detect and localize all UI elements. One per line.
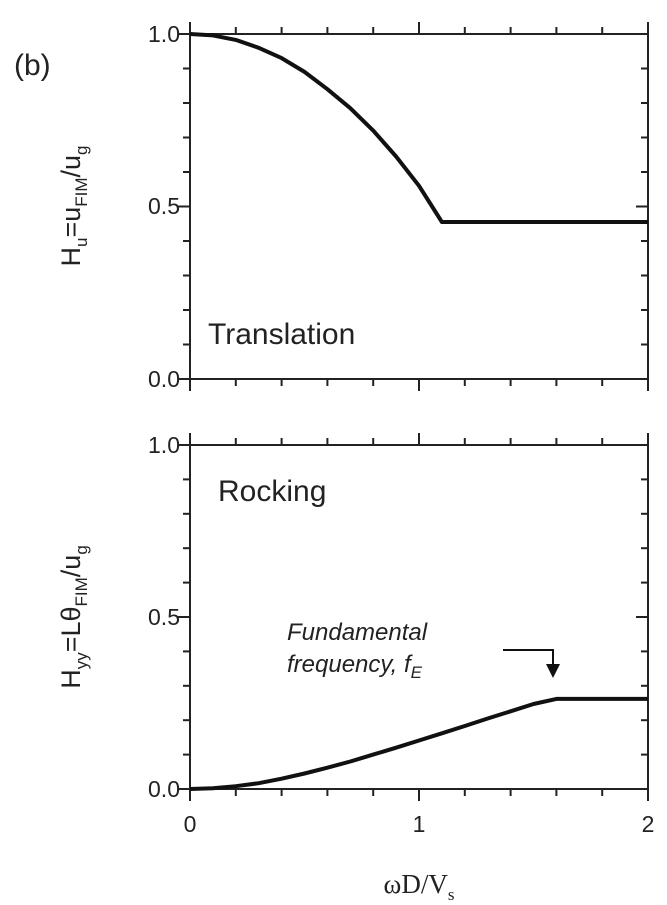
annotation-line-2-sub: E (411, 663, 423, 682)
translation-panel-label: Translation (208, 318, 355, 351)
rocking-panel-label: Rocking (218, 475, 326, 508)
translation-y-axis-label: Hu=uFIM/ug (56, 145, 91, 266)
translation-ylabel-b-sub: FIM (72, 177, 91, 206)
rocking-series-line (189, 696, 648, 791)
rocking-ytick-0: 0.0 (148, 776, 180, 802)
rocking-ticks (178, 433, 649, 801)
annotation-line-2-main: frequency, f (287, 651, 413, 678)
rocking-ylabel-b: =Lθ (56, 606, 86, 652)
rocking-ytick-1: 0.5 (148, 604, 180, 630)
rocking-ylabel-a-sub: yy (72, 652, 91, 670)
translation-ylabel-c-sub: g (72, 145, 91, 154)
annotation-arrowhead (546, 664, 560, 678)
translation-series-line (189, 32, 648, 224)
xtick-0: 0 (184, 811, 197, 837)
rocking-ylabel-c: /u (56, 555, 86, 578)
rocking-panel: 0.0 0.5 1.0 Rocking Fundamental frequenc… (56, 432, 649, 802)
translation-ytick-2: 1.0 (148, 21, 180, 47)
translation-ylabel-c: /u (56, 155, 86, 178)
xtick-1: 1 (413, 811, 426, 837)
annotation-line-1: Fundamental (287, 619, 428, 646)
translation-ylabel-a: H (56, 247, 86, 267)
translation-ylabel-a-sub: u (72, 238, 91, 247)
x-axis-label: ωD/Vs (384, 869, 455, 904)
x-axis-label-sub: s (448, 885, 455, 904)
rocking-ylabel-c-sub: g (72, 545, 91, 554)
rocking-ylabel-b-sub: FIM (72, 577, 91, 606)
translation-ticks (178, 22, 649, 391)
x-axis-label-main: ωD/V (384, 869, 449, 899)
rocking-y-axis-label: Hyy=LθFIM/ug (56, 545, 91, 689)
annotation-arrow-shaft (503, 649, 554, 668)
rocking-ytick-2: 1.0 (148, 432, 180, 458)
figure-tag: (b) (14, 49, 51, 82)
translation-ytick-0: 0.0 (148, 366, 180, 392)
annotation-line-2: frequency, fE (287, 651, 423, 682)
translation-ytick-1: 0.5 (148, 193, 180, 219)
translation-ylabel-b: =u (56, 207, 86, 238)
translation-panel: 0.0 0.5 1.0 Translation Hu=uFIM/ug (56, 21, 649, 392)
rocking-ylabel-a: H (56, 669, 86, 689)
xtick-2: 2 (642, 811, 655, 837)
